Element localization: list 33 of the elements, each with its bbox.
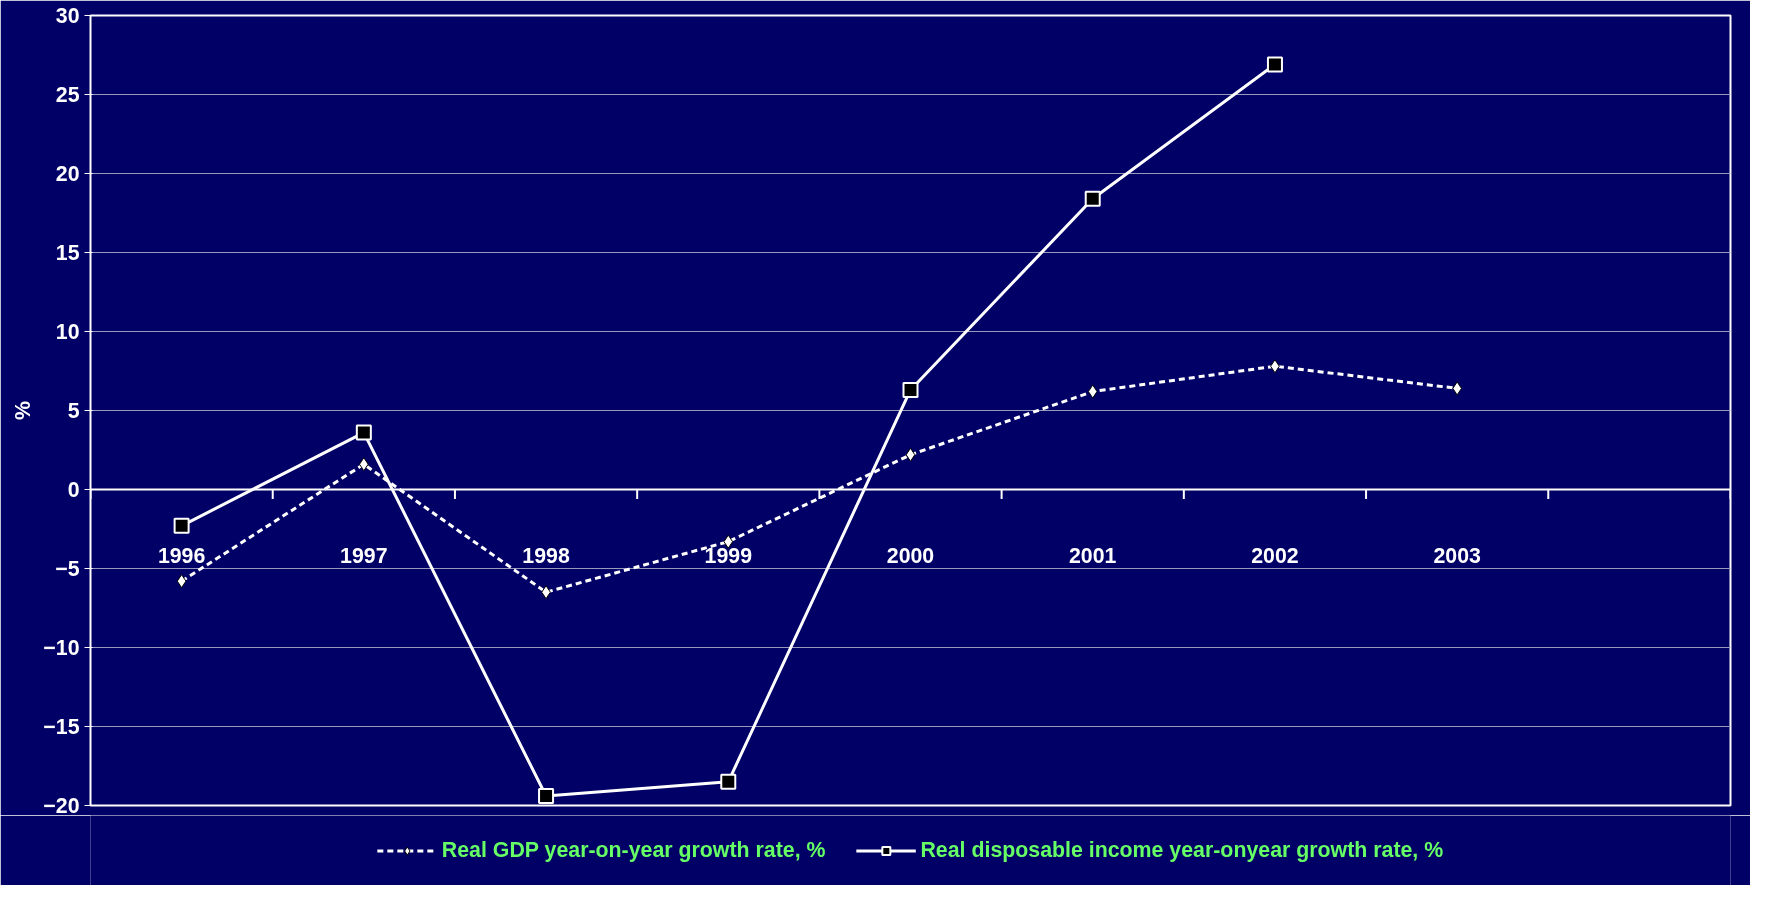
point bbox=[538, 788, 555, 805]
x-tick-label: 1998 bbox=[522, 543, 570, 568]
x-tick-label: 2002 bbox=[1251, 543, 1299, 568]
legend-label: Real disposable income year-onyear growth rate, % bbox=[920, 837, 1444, 863]
y-tick-label: 0 bbox=[67, 478, 80, 502]
x-tick-label: 2000 bbox=[886, 543, 935, 568]
point bbox=[1087, 384, 1098, 399]
point bbox=[905, 447, 916, 462]
y-tick-label: −10 bbox=[43, 636, 80, 660]
point bbox=[720, 773, 737, 790]
y-tick-label: 5 bbox=[67, 399, 80, 423]
x-tick-label: 1999 bbox=[704, 543, 753, 568]
y-axis-title: % bbox=[11, 400, 36, 420]
x-tick-label: 2001 bbox=[1069, 543, 1117, 568]
point bbox=[173, 517, 190, 534]
y-tick-label: 10 bbox=[55, 320, 80, 344]
point bbox=[176, 574, 187, 589]
x-tick-label: 1997 bbox=[340, 543, 388, 568]
y-tick-label: −20 bbox=[43, 794, 80, 818]
y-tick-label: 25 bbox=[55, 83, 80, 107]
point bbox=[902, 381, 919, 398]
y-tick-label: 20 bbox=[55, 162, 80, 186]
point bbox=[723, 534, 734, 549]
y-tick-label: 30 bbox=[55, 4, 80, 28]
x-tick-label: 2003 bbox=[1433, 543, 1482, 568]
y-tick-label: −15 bbox=[43, 715, 80, 739]
point bbox=[355, 424, 372, 441]
y-tick-label: −5 bbox=[55, 557, 80, 581]
y-tick-label: 15 bbox=[55, 241, 80, 265]
x-tick-label: 1996 bbox=[157, 543, 206, 568]
legend-label: Real GDP year-on-year growth rate, % bbox=[441, 837, 826, 863]
point bbox=[1266, 56, 1283, 73]
point bbox=[1084, 190, 1101, 207]
